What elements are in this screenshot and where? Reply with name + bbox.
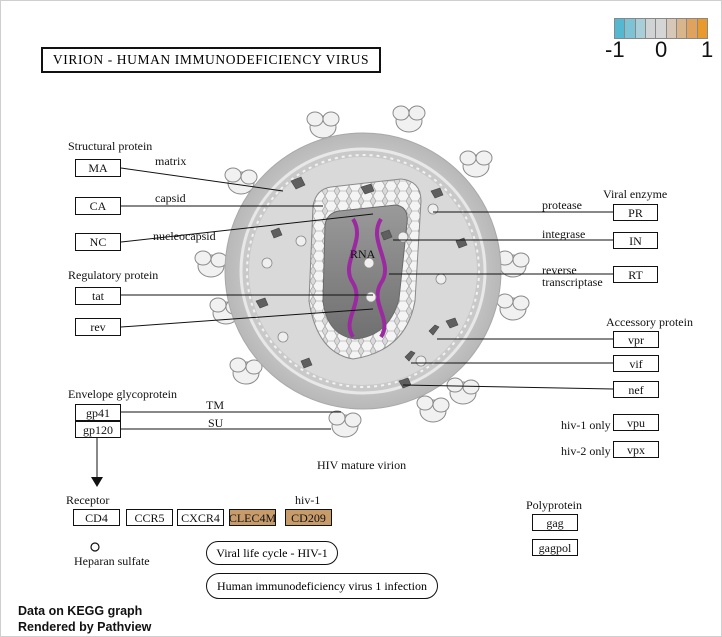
category-viral-enzyme: Viral enzyme (603, 187, 668, 201)
label-capsid: capsid (155, 191, 186, 205)
heparan-sulfate-node (90, 542, 100, 552)
legend-swatch (656, 19, 667, 38)
label-tm: TM (206, 398, 224, 412)
gene-node-ma[interactable]: MA (75, 159, 121, 177)
gene-node-rev[interactable]: rev (75, 318, 121, 336)
gene-node-nef[interactable]: nef (613, 381, 659, 398)
gene-node-vpr[interactable]: vpr (613, 331, 659, 348)
legend-swatch (676, 19, 688, 38)
label-hiv2-only: hiv-2 only (561, 444, 611, 458)
label-protease: protease (542, 198, 582, 212)
legend-min-label: -1 (605, 37, 625, 62)
page-title: VIRION - HUMAN IMMUNODEFICIENCY VIRUS (41, 47, 381, 73)
label-hiv1-only: hiv-1 only (561, 418, 611, 432)
legend-swatch (687, 19, 698, 38)
gene-node-nc[interactable]: NC (75, 233, 121, 251)
credit-line-2b: ew (134, 620, 152, 634)
label-rna: RNA (350, 247, 376, 261)
label-nucleocapsid: nucleocapsid (153, 229, 216, 243)
legend-swatch (615, 19, 626, 38)
label-heparan-sulfate: Heparan sulfate (74, 554, 150, 568)
legend-swatch (625, 19, 636, 38)
credit-line-2: Rendered by Pathview (18, 620, 151, 634)
category-regulatory: Regulatory protein (68, 268, 159, 282)
gene-node-gp41[interactable]: gp41 (75, 404, 121, 421)
pathway-link-life-cycle[interactable]: Viral life cycle - HIV-1 (206, 541, 338, 565)
gene-node-cd4[interactable]: CD4 (73, 509, 120, 526)
gene-node-pr[interactable]: PR (613, 204, 658, 221)
gene-node-gag[interactable]: gag (532, 514, 578, 531)
category-receptor: Receptor (66, 493, 110, 507)
pathway-link-infection[interactable]: Human immunodeficiency virus 1 infection (206, 573, 438, 599)
label-integrase: integrase (542, 227, 586, 241)
legend-swatch (635, 19, 646, 38)
label-su: SU (208, 416, 224, 430)
gene-node-rt[interactable]: RT (613, 266, 658, 283)
legend-max-label: 1 (701, 37, 714, 62)
category-structural: Structural protein (68, 139, 153, 153)
gene-node-cd209[interactable]: CD209 (285, 509, 332, 526)
category-accessory: Accessory protein (606, 315, 693, 329)
label-reverse: reverse (542, 263, 577, 277)
legend-swatch (697, 19, 707, 38)
legend-swatch (666, 19, 677, 38)
label-matrix: matrix (155, 154, 187, 168)
gene-node-clec4m[interactable]: CLEC4M (228, 509, 277, 526)
arrow-head (91, 477, 103, 487)
gene-node-cxcr4[interactable]: CXCR4 (177, 509, 224, 526)
legend-mid-label: 0 (655, 37, 668, 62)
gene-node-gp120[interactable]: gp120 (75, 421, 121, 438)
color-legend (614, 18, 708, 39)
gene-node-gagpol[interactable]: gagpol (532, 539, 578, 556)
gene-node-vpu[interactable]: vpu (613, 414, 659, 431)
category-hiv1: hiv-1 (295, 493, 321, 507)
legend-swatch (645, 19, 657, 38)
credit-line-1: Data on KEGG graph (18, 604, 143, 618)
category-envelope: Envelope glycoprotein (68, 387, 177, 401)
gene-node-ccr5[interactable]: CCR5 (126, 509, 173, 526)
category-polyprotein: Polyprotein (526, 498, 582, 512)
gene-node-in[interactable]: IN (613, 232, 658, 249)
gene-node-vpx[interactable]: vpx (613, 441, 659, 458)
gene-node-vif[interactable]: vif (613, 355, 659, 372)
label-transcriptase: transcriptase (542, 275, 603, 289)
credit-line-2a: Rendered by Pathvi (18, 620, 135, 634)
gene-node-ca[interactable]: CA (75, 197, 121, 215)
gene-node-tat[interactable]: tat (75, 287, 121, 305)
virion-caption: HIV mature virion (317, 458, 407, 472)
